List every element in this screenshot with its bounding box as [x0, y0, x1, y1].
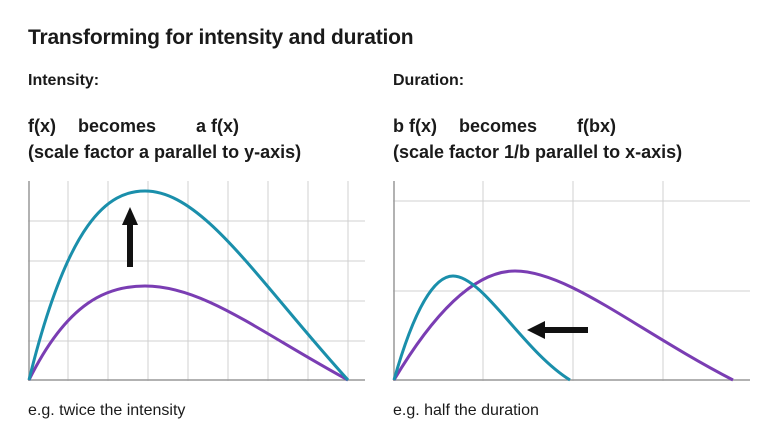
- intensity-grid: [28, 181, 365, 381]
- arrow-left-icon: [527, 321, 588, 339]
- duration-transformed-curve: [392, 274, 571, 382]
- duration-grid: [393, 181, 750, 381]
- page-title: Transforming for intensity and duration: [28, 26, 414, 49]
- duration-formula-from: b f(x): [393, 116, 437, 136]
- intensity-formula: f(x) becomes a f(x): [28, 116, 239, 137]
- intensity-label: Intensity:: [28, 72, 100, 89]
- duration-formula-verb: becomes: [459, 116, 538, 136]
- duration-formula: b f(x) becomes f(bx): [393, 116, 616, 137]
- intensity-formula-to: a f(x): [196, 116, 240, 136]
- duration-graph: [392, 181, 750, 382]
- duration-caption: e.g. half the duration: [393, 402, 539, 419]
- intensity-formula-from: f(x): [28, 116, 56, 136]
- intensity-subtitle: (scale factor a parallel to y-axis): [28, 142, 302, 162]
- intensity-caption: e.g. twice the intensity: [28, 402, 186, 419]
- intensity-transformed-curve: [27, 189, 350, 382]
- duration-label: Duration:: [393, 72, 465, 89]
- intensity-formula-verb: becomes: [78, 116, 157, 136]
- duration-original-curve: [392, 269, 734, 382]
- duration-subtitle: (scale factor 1/b parallel to x-axis): [393, 142, 683, 162]
- intensity-graph: [27, 181, 365, 382]
- arrow-up-icon: [122, 207, 138, 267]
- intensity-original-curve: [27, 284, 349, 382]
- duration-formula-to: f(bx): [577, 116, 617, 136]
